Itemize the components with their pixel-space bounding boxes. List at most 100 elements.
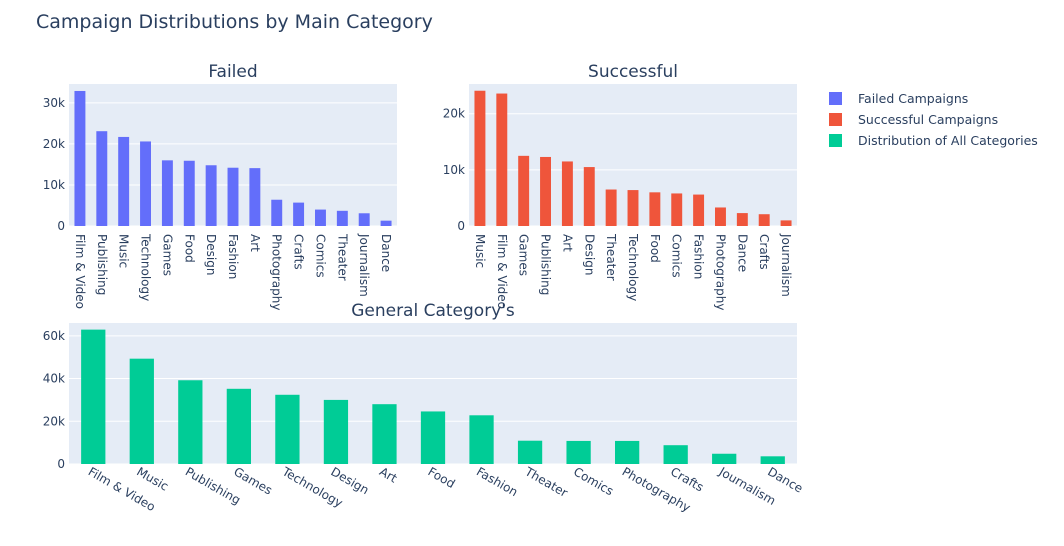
x-tick-label: Games (517, 234, 531, 276)
bar-technology[interactable] (140, 141, 151, 226)
x-tick-label: Fashion (474, 464, 520, 499)
bar-journalism[interactable] (780, 220, 792, 226)
legend-item-successful-campaigns[interactable]: Successful Campaigns (829, 112, 998, 127)
x-tick-label: Art (248, 234, 262, 252)
y-tick-label: 0 (57, 457, 65, 471)
x-tick-label: Food (648, 234, 662, 263)
x-tick-label: Theater (335, 233, 349, 281)
chart-main-title: Campaign Distributions by Main Category (36, 11, 433, 33)
x-tick-label: Publishing (539, 234, 553, 295)
bar-film-video[interactable] (74, 90, 86, 227)
bar-publishing[interactable] (540, 156, 551, 226)
x-tick-label: Comics (670, 234, 684, 278)
bar-crafts[interactable] (758, 214, 770, 226)
subplot-title: Failed (208, 62, 257, 82)
bar-publishing[interactable] (96, 131, 108, 226)
x-tick-label: Photography (270, 234, 284, 310)
x-tick-label: Comics (313, 234, 327, 278)
y-tick-label: 60k (43, 329, 65, 343)
bar-photography[interactable] (271, 199, 283, 226)
x-tick-label: Dance (379, 234, 393, 272)
bar-design[interactable] (323, 399, 349, 464)
bar-comics[interactable] (566, 440, 591, 464)
bar-fashion[interactable] (469, 415, 494, 464)
y-tick-label: 10k (43, 178, 65, 192)
bar-food[interactable] (420, 411, 446, 464)
bar-games[interactable] (518, 155, 530, 226)
x-tick-label: Music (134, 464, 171, 493)
subplot-successful: 0 10k 20k Music Film & Video Games Publishing A… (443, 62, 797, 310)
subplot-title: General Category's (351, 301, 515, 321)
bar-photography[interactable] (615, 440, 640, 464)
x-tick-label: Publishing (95, 234, 109, 295)
bar-theater[interactable] (336, 210, 348, 226)
subplot-title: Successful (588, 62, 678, 82)
x-tick-label: Crafts (757, 234, 771, 270)
bar-crafts[interactable] (663, 445, 688, 464)
x-tick-label: Journalism (779, 233, 793, 297)
x-tick-label: Film & Video (495, 234, 509, 309)
x-tick-label: Journalism (357, 233, 371, 297)
bar-music[interactable] (129, 358, 154, 464)
bar-music[interactable] (474, 90, 486, 227)
x-tick-label: Dance (735, 234, 749, 272)
y-tick-label: 20k (43, 137, 65, 151)
legend-label: Failed Campaigns (858, 91, 968, 106)
bar-design[interactable] (205, 165, 217, 226)
bar-photography[interactable] (715, 207, 726, 226)
bar-art[interactable] (249, 168, 261, 226)
x-tick-label: Crafts (668, 464, 706, 494)
bar-design[interactable] (583, 167, 595, 226)
legend-swatch (829, 92, 842, 105)
bar-publishing[interactable] (178, 380, 203, 464)
bar-art[interactable] (561, 161, 573, 226)
bar-games[interactable] (226, 388, 251, 464)
bar-journalism[interactable] (712, 453, 737, 464)
legend-label: Distribution of All Categories (858, 133, 1038, 148)
legend-label: Successful Campaigns (858, 112, 998, 127)
x-tick-label: Theater (604, 233, 618, 281)
bar-food[interactable] (649, 192, 661, 226)
bar-comics[interactable] (315, 209, 326, 226)
x-tick-label: Design (582, 234, 596, 275)
bar-food[interactable] (183, 160, 195, 226)
bar-dance[interactable] (380, 220, 392, 226)
x-tick-label: Theater (522, 464, 570, 500)
legend[interactable]: Failed Campaigns Successful Campaigns Dist… (829, 91, 1038, 148)
y-tick-label: 20k (43, 414, 65, 428)
bar-film-video[interactable] (81, 329, 106, 464)
bar-fashion[interactable] (693, 194, 705, 226)
bar-fashion[interactable] (227, 167, 239, 226)
bar-comics[interactable] (671, 193, 683, 226)
bar-theater[interactable] (605, 189, 617, 226)
y-tick-label: 0 (57, 219, 65, 233)
x-tick-label: Food (182, 234, 196, 263)
legend-swatch (829, 113, 842, 126)
bar-games[interactable] (161, 160, 173, 226)
bar-journalism[interactable] (358, 213, 370, 226)
x-tick-label: Film & Video (73, 234, 87, 309)
legend-item-distribution-of-all-categories[interactable]: Distribution of All Categories (829, 133, 1038, 148)
legend-item-failed-campaigns[interactable]: Failed Campaigns (829, 91, 968, 106)
bar-film-video[interactable] (496, 93, 508, 226)
bar-crafts[interactable] (293, 202, 305, 226)
bar-technology[interactable] (627, 190, 639, 226)
y-tick-label: 10k (443, 163, 465, 177)
y-tick-label: 20k (443, 107, 465, 121)
bar-theater[interactable] (517, 440, 543, 464)
x-tick-label: Crafts (292, 234, 306, 270)
x-tick-label: Fashion (692, 234, 706, 279)
bar-art[interactable] (372, 404, 397, 464)
bar-music[interactable] (118, 136, 130, 226)
bar-dance[interactable] (760, 456, 785, 464)
x-tick-label: Music (473, 234, 487, 268)
x-tick-label: Food (426, 464, 458, 491)
x-tick-label: Comics (571, 464, 616, 498)
bar-dance[interactable] (736, 213, 748, 226)
subplots: 0 10k 20k 30k Film & Video Publishing Music Tec… (43, 62, 806, 515)
x-tick-label: Fashion (226, 234, 240, 279)
bar-technology[interactable] (275, 394, 300, 464)
x-tick-label: Technology (626, 233, 640, 301)
